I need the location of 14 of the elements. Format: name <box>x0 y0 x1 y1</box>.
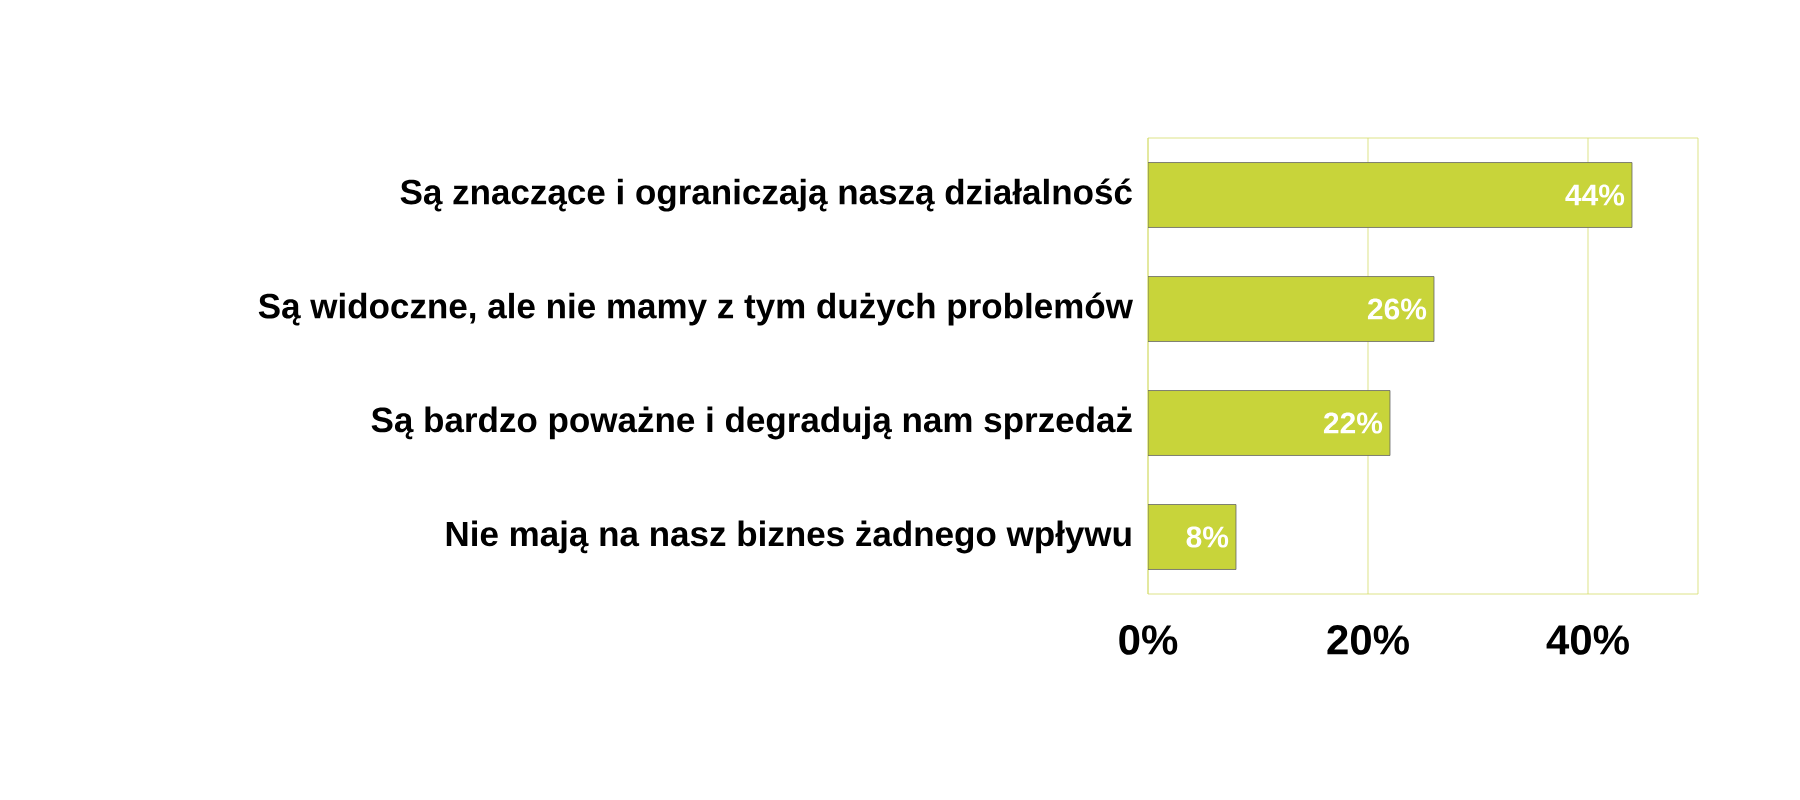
bar <box>1148 162 1633 228</box>
bar <box>1148 390 1391 456</box>
x-tick-label: 0% <box>1119 625 1178 655</box>
x-tick-label: 40% <box>1546 625 1629 655</box>
y-tick-label: Są bardzo poważne i degradują nam sprzedaż <box>371 406 1132 440</box>
y-tick-label: Są widoczne, ale nie mamy z tym dużych problemów <box>258 292 1133 326</box>
y-tick-label: Są znaczące i ograniczają naszą działalność <box>400 178 1132 212</box>
data-label: 22% <box>1323 412 1383 434</box>
x-tick-label: 20% <box>1327 625 1409 655</box>
bar <box>1148 276 1435 342</box>
y-tick-label: Nie mają na nasz biznes żadnego wpływu <box>446 520 1131 554</box>
data-label: 44% <box>1565 184 1625 206</box>
data-label: 8% <box>1186 526 1229 548</box>
data-label: 26% <box>1367 298 1427 320</box>
